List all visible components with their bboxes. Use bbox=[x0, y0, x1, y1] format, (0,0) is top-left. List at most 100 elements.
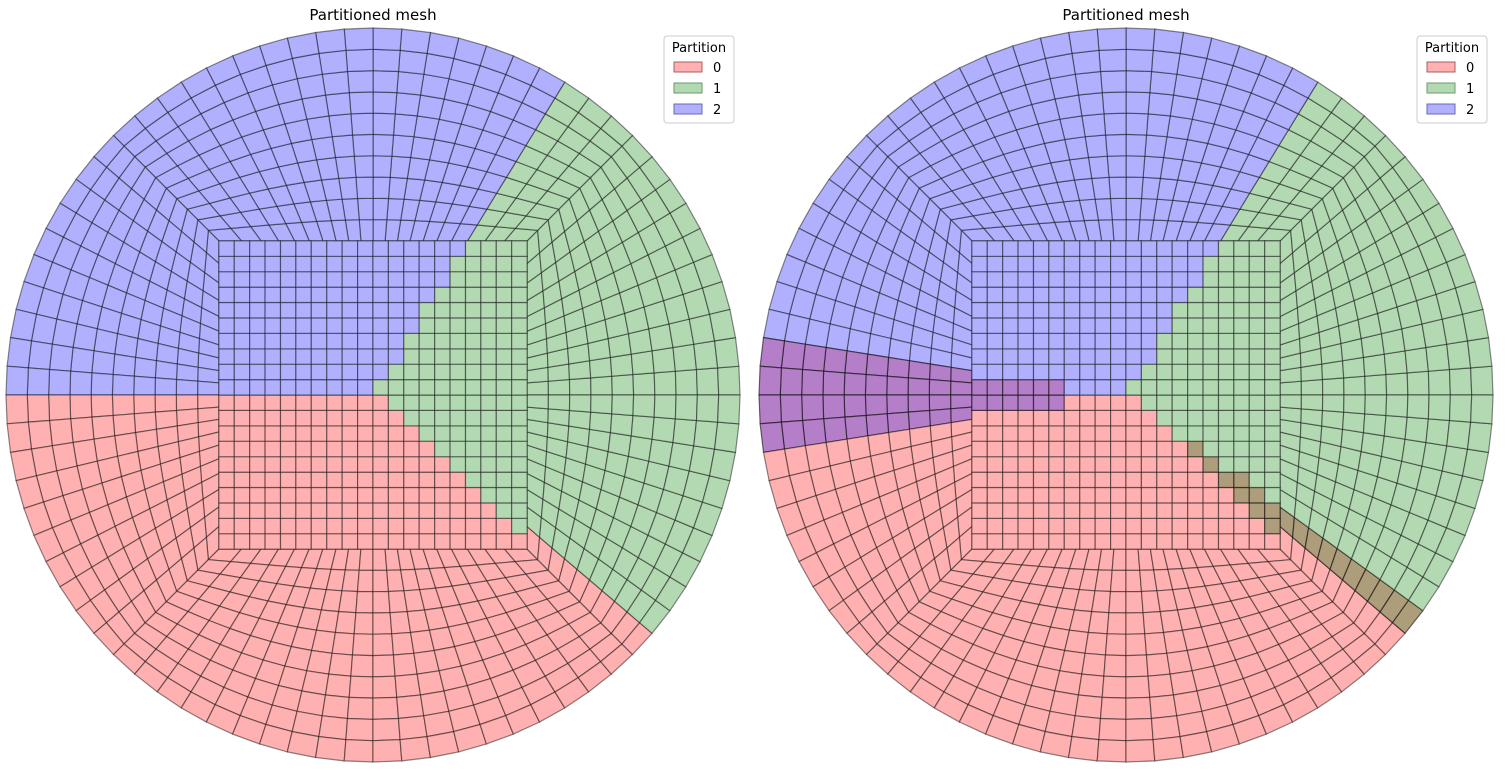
mesh-cell bbox=[295, 486, 312, 504]
mesh-cell bbox=[218, 517, 235, 535]
mesh-cell bbox=[434, 255, 451, 273]
panel-title-right: Partitioned mesh bbox=[1062, 6, 1189, 24]
mesh-cell bbox=[1081, 113, 1107, 138]
mesh-cell bbox=[495, 486, 513, 504]
mesh-cell bbox=[1032, 332, 1050, 350]
mesh-cell bbox=[1079, 502, 1096, 519]
mesh-cell bbox=[1202, 240, 1220, 257]
mesh-cell bbox=[389, 155, 412, 180]
mesh-cell bbox=[1094, 348, 1112, 365]
mesh-cell bbox=[800, 394, 825, 422]
mesh-cell bbox=[1048, 517, 1065, 535]
mesh-cell bbox=[233, 425, 251, 442]
mesh-cell bbox=[434, 363, 451, 381]
mesh-cell bbox=[1002, 317, 1019, 334]
mesh-cell bbox=[1125, 456, 1143, 473]
mesh-cell bbox=[326, 394, 343, 411]
mesh-cell bbox=[864, 373, 888, 396]
mesh-cell bbox=[1187, 286, 1204, 304]
mesh-cell bbox=[822, 346, 848, 374]
mesh-cell bbox=[27, 419, 53, 450]
mesh-cell bbox=[233, 348, 251, 365]
mesh-cell bbox=[1448, 367, 1473, 396]
legend-swatch-1 bbox=[673, 82, 703, 94]
mesh-cell bbox=[495, 440, 513, 458]
mesh-cell bbox=[279, 502, 297, 519]
mesh-cell bbox=[986, 348, 1004, 365]
mesh-cell bbox=[357, 425, 374, 442]
mesh-cell bbox=[986, 394, 1004, 411]
mesh-cell bbox=[1002, 409, 1019, 427]
mesh-cell bbox=[403, 317, 420, 334]
mesh-cell bbox=[1002, 533, 1019, 550]
mesh-cell bbox=[264, 394, 282, 411]
mesh-cell bbox=[758, 394, 782, 425]
mesh-cell bbox=[133, 356, 158, 379]
mesh-cell bbox=[1125, 569, 1143, 593]
mesh-cell bbox=[372, 675, 398, 699]
mesh-cell bbox=[279, 425, 297, 442]
mesh-cell bbox=[1145, 652, 1171, 677]
mesh-cell bbox=[249, 363, 266, 381]
mesh-cell bbox=[1017, 363, 1035, 381]
mesh-cell bbox=[1079, 409, 1096, 427]
mesh-cell bbox=[1217, 471, 1235, 489]
mesh-cell bbox=[1032, 317, 1050, 334]
mesh-cell bbox=[197, 366, 220, 384]
mesh-cell bbox=[464, 255, 482, 273]
mesh-cell bbox=[249, 301, 266, 319]
mesh-cell bbox=[418, 533, 436, 550]
mesh-cell bbox=[1202, 440, 1220, 458]
mesh-cell bbox=[1125, 332, 1143, 350]
mesh-cell bbox=[279, 486, 297, 504]
mesh-cell bbox=[1140, 240, 1158, 257]
mesh-cell bbox=[249, 502, 266, 519]
mesh-cell bbox=[1248, 486, 1266, 504]
mesh-cell bbox=[1202, 286, 1220, 304]
mesh-cell bbox=[5, 394, 29, 425]
mesh-cell bbox=[1233, 394, 1250, 411]
mesh-cell bbox=[1187, 425, 1204, 442]
mesh-cell bbox=[1383, 414, 1408, 440]
mesh-cell bbox=[326, 301, 343, 319]
mesh-cell bbox=[1063, 502, 1081, 519]
mesh-cell bbox=[394, 91, 422, 117]
mesh-cell bbox=[1156, 425, 1173, 442]
mesh-cell bbox=[233, 440, 251, 458]
mesh-cell bbox=[1341, 411, 1366, 434]
mesh-cell bbox=[986, 440, 1004, 458]
mesh-cell bbox=[326, 409, 343, 427]
legend-box bbox=[1416, 35, 1488, 124]
mesh-cell bbox=[218, 332, 235, 350]
mesh-cell bbox=[295, 363, 312, 381]
mesh-cell bbox=[1149, 694, 1178, 720]
legend-swatch-1 bbox=[1426, 82, 1456, 94]
mesh-cell bbox=[511, 379, 528, 396]
mesh-cell bbox=[328, 652, 354, 677]
mesh-cell bbox=[1048, 379, 1065, 396]
mesh-cell bbox=[403, 517, 420, 535]
mesh-cell bbox=[1017, 425, 1035, 442]
mesh-cell bbox=[1140, 286, 1158, 304]
mesh-cell bbox=[986, 409, 1004, 427]
mesh-cell bbox=[321, 70, 350, 96]
mesh-cell bbox=[1079, 486, 1096, 504]
mesh-cell bbox=[986, 425, 1004, 442]
mesh-cell bbox=[1187, 502, 1204, 519]
mesh-cell bbox=[1032, 517, 1050, 535]
mesh-cell bbox=[1125, 633, 1148, 657]
mesh-cell bbox=[495, 409, 513, 427]
mesh-cell bbox=[1383, 350, 1408, 376]
mesh-cell bbox=[1233, 456, 1250, 473]
mesh-cell bbox=[1063, 317, 1081, 334]
mesh-cell bbox=[1032, 533, 1050, 550]
mesh-cell bbox=[511, 409, 528, 427]
mesh-cell bbox=[372, 425, 389, 442]
mesh-cell bbox=[1063, 301, 1081, 319]
mesh-cell bbox=[341, 569, 360, 593]
mesh-cell bbox=[93, 328, 119, 355]
mesh-cell bbox=[1217, 394, 1235, 411]
legend-label-2: 2 bbox=[1466, 103, 1474, 118]
mesh-cell bbox=[1233, 240, 1250, 257]
mesh-cell bbox=[1125, 440, 1143, 458]
